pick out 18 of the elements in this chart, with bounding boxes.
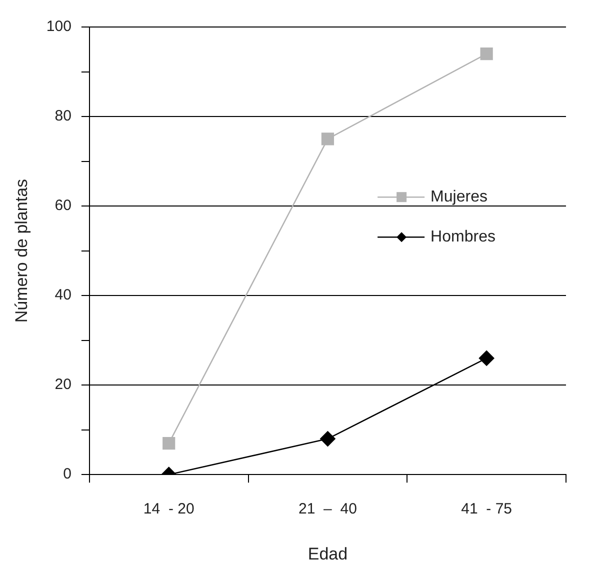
x-tick-label: 41 - 75	[461, 500, 512, 518]
y-tick-label: 40	[54, 286, 72, 304]
x-tick-label: 14 - 20	[143, 500, 194, 518]
y-tick-label: 0	[63, 466, 72, 483]
point	[321, 132, 334, 146]
y-tick-label: 20	[54, 376, 72, 394]
point	[478, 350, 494, 366]
y-tick-label: 80	[54, 108, 72, 125]
point	[480, 48, 493, 60]
x-axis-title: Edad	[308, 544, 348, 564]
x-tick-label: 21 – 40	[298, 500, 357, 518]
y-axis-title: Número de plantas	[12, 178, 31, 323]
legend-label: Mujeres	[430, 188, 488, 206]
point	[320, 431, 336, 446]
y-tick-label: 100	[46, 18, 72, 36]
legend-label: Hombres	[430, 228, 496, 246]
point	[162, 436, 176, 450]
y-tick-label: 60	[54, 197, 72, 214]
